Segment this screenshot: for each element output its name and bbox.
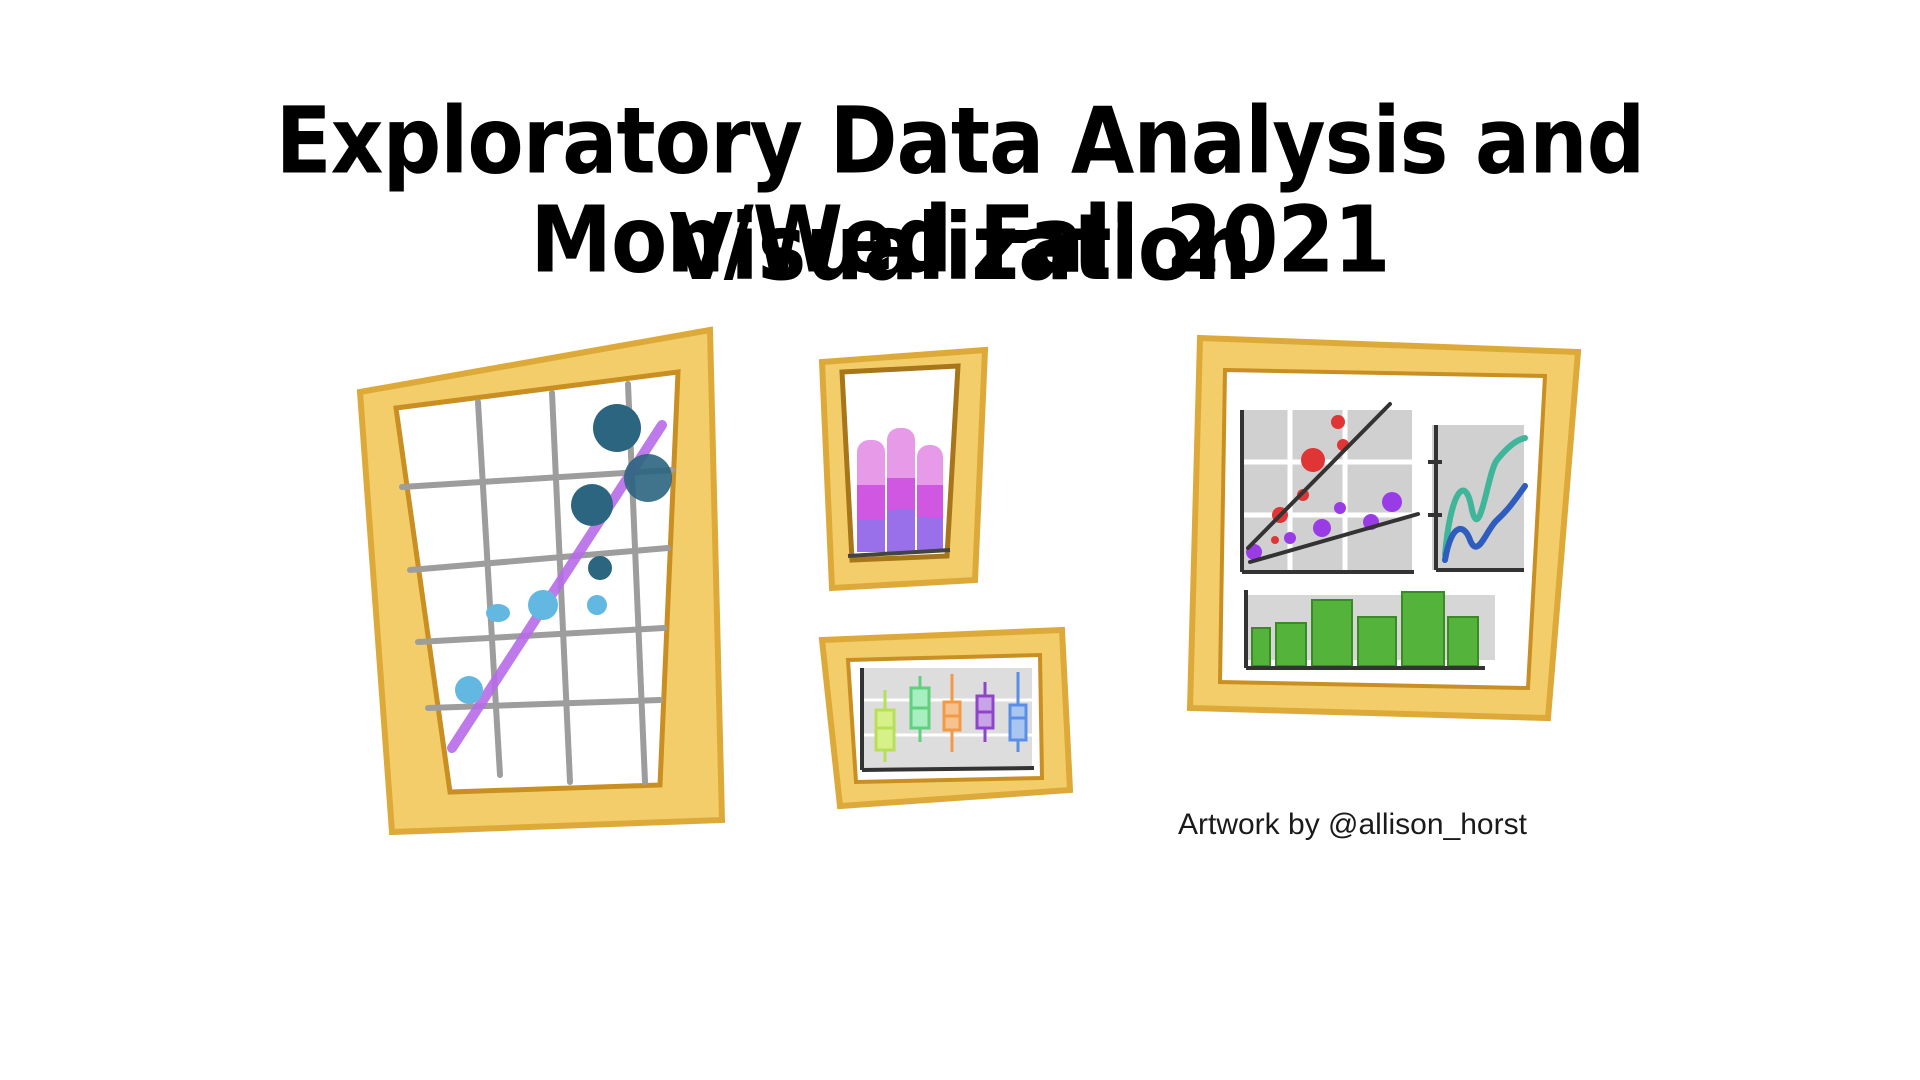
title-line-2: Mon/Wed Fall 2021 — [530, 187, 1390, 294]
scatter-point — [571, 484, 613, 526]
bar-axis — [847, 548, 951, 558]
artwork-credit: Artwork by @allison_horst — [1178, 808, 1527, 841]
bar-segment — [887, 478, 915, 510]
dashboard-bar — [1357, 616, 1397, 667]
bar-segment — [887, 510, 915, 552]
bar-segment — [917, 485, 943, 517]
scatter-frame-artwork — [356, 326, 726, 836]
dashboard-bars — [1251, 591, 1479, 667]
dashboard-bar — [1251, 627, 1271, 667]
bar-segment — [857, 520, 885, 552]
dashboard-scatter-panel — [1242, 410, 1412, 570]
scatter-point — [528, 590, 558, 620]
dashboard-bar-axes — [1244, 590, 1485, 670]
boxplots — [874, 672, 1028, 762]
bar-segment — [857, 485, 885, 520]
bar-segment — [917, 517, 943, 550]
boxplot-frame-artwork — [818, 626, 1074, 810]
title-line-1: Exploratory Data Analysis and Visualizat… — [275, 88, 1646, 302]
boxplot — [975, 682, 995, 742]
series-line-green — [1442, 435, 1528, 558]
dashboard-bar — [1275, 622, 1307, 667]
boxplot — [942, 674, 962, 752]
series-line-blue — [1442, 483, 1528, 563]
point — [1382, 492, 1402, 512]
point — [1301, 448, 1325, 472]
scatter-points — [455, 404, 672, 704]
dashboard-bar — [1401, 591, 1445, 667]
boxplot — [909, 676, 931, 742]
dashboard-trend-lines — [1246, 402, 1420, 564]
dashboard-frame-artwork — [1186, 334, 1582, 722]
point — [1334, 502, 1346, 514]
stacked-bars — [857, 428, 943, 552]
scatter-point — [624, 454, 672, 502]
boxplot — [1008, 672, 1028, 752]
dashboard-bar — [1311, 599, 1353, 667]
boxplot — [874, 690, 896, 762]
bar-frame-artwork — [818, 346, 989, 592]
point — [1271, 536, 1279, 544]
point — [1284, 532, 1296, 544]
scatter-point — [587, 595, 607, 615]
scatter-point — [455, 676, 483, 704]
dashboard-bar — [1447, 616, 1479, 667]
scatter-point — [486, 604, 510, 622]
scatter-point — [588, 556, 612, 580]
dashboard-scatter-axes — [1240, 410, 1414, 574]
dashboard-line-axes — [1428, 425, 1524, 572]
scatter-point — [593, 404, 641, 452]
point — [1331, 415, 1345, 429]
boxplot-axes — [860, 668, 1035, 772]
point — [1313, 519, 1331, 537]
